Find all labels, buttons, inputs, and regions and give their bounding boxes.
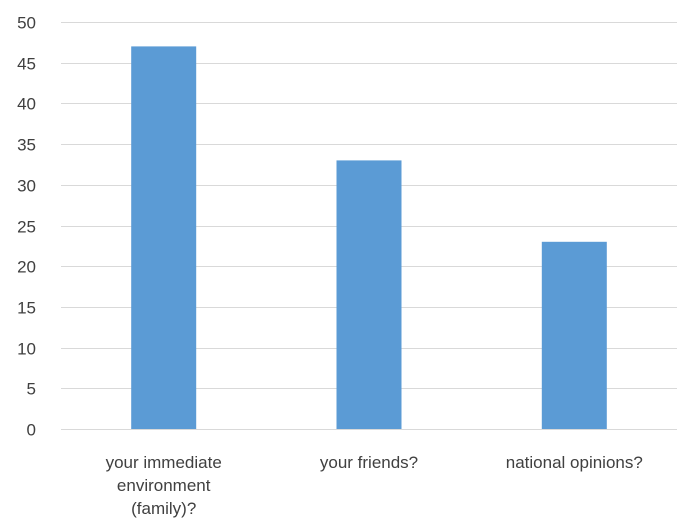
y-tick-label-15: 15 — [17, 299, 36, 318]
bar-1 — [131, 46, 197, 430]
x-category-label-line: national opinions? — [506, 453, 643, 472]
y-tick-label-25: 25 — [17, 218, 36, 237]
x-axis-category-labels: your immediate environment (family)? your f… — [106, 453, 643, 518]
x-category-label-3: national opinions? — [506, 453, 643, 472]
y-axis-tick-labels: 0 5 10 15 20 25 30 35 40 45 50 — [17, 14, 36, 440]
x-category-label-line: your immediate — [106, 453, 222, 472]
x-category-label-line: your friends? — [320, 453, 418, 472]
y-tick-label-45: 45 — [17, 55, 36, 74]
y-tick-label-50: 50 — [17, 14, 36, 33]
bar-2 — [336, 160, 402, 429]
y-tick-label-20: 20 — [17, 258, 36, 277]
y-tick-label-35: 35 — [17, 136, 36, 155]
y-tick-label-10: 10 — [17, 340, 36, 359]
y-tick-label-5: 5 — [27, 380, 36, 399]
y-tick-label-30: 30 — [17, 177, 36, 196]
bar-3 — [541, 241, 607, 429]
x-category-label-1: your immediate environment (family)? — [106, 453, 222, 518]
bars — [131, 46, 607, 430]
y-tick-label-0: 0 — [27, 421, 36, 440]
y-tick-label-40: 40 — [17, 95, 36, 114]
x-category-label-line: (family)? — [131, 499, 196, 518]
x-category-label-line: environment — [117, 476, 211, 495]
x-category-label-2: your friends? — [320, 453, 418, 472]
